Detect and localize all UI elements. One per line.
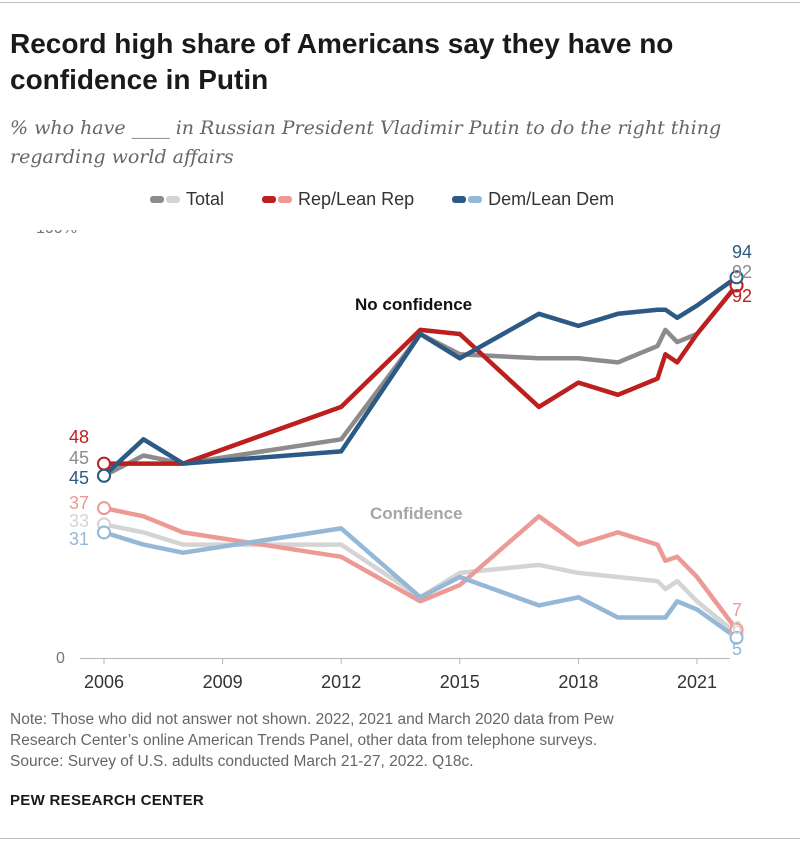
y-axis-label-100: 100% xyxy=(36,230,77,237)
top-rule xyxy=(0,2,800,3)
x-tick-label-2006: 2006 xyxy=(84,672,124,692)
subtitle-line-2: regarding world affairs xyxy=(10,146,234,168)
legend-item-total: Total xyxy=(150,189,224,210)
legend-item-dem: Dem/Lean Dem xyxy=(452,189,614,210)
no-confidence-total-end-label: 92 xyxy=(732,262,752,282)
no-confidence-dem-lean-dem-start-marker xyxy=(97,468,111,483)
x-tick-label-2021: 2021 xyxy=(677,672,717,692)
legend-label-dem: Dem/Lean Dem xyxy=(488,188,615,209)
confidence-rep-lean-rep-start-label: 37 xyxy=(69,493,89,513)
note-line-2: Research Center’s online American Trends… xyxy=(10,732,598,749)
confidence-dem-lean-dem-start-marker xyxy=(97,525,111,540)
no-confidence-total-start-label: 45 xyxy=(69,448,89,468)
annotation-confidence: Confidence xyxy=(370,504,463,523)
legend-label-rep: Rep/Lean Rep xyxy=(298,188,415,209)
chart-title: Record high share of Americans say they … xyxy=(10,28,674,95)
chart-subtitle: % who have ____ in Russian President Vla… xyxy=(10,114,790,172)
annotation-no-confidence: No confidence xyxy=(355,295,472,314)
confidence-dem-lean-dem-line xyxy=(101,526,739,641)
confidence-total-start-label: 33 xyxy=(69,511,89,531)
subtitle-line-1: % who have ____ in Russian President Vla… xyxy=(10,117,722,139)
x-tick-label-2012: 2012 xyxy=(321,672,361,692)
legend-swatch-dem-light xyxy=(468,195,483,203)
x-tick-label-2009: 2009 xyxy=(203,672,243,692)
no-confidence-rep-lean-rep-line xyxy=(101,283,739,466)
legend-swatch-rep-dark xyxy=(262,195,277,203)
source-organization: PEW RESEARCH CENTER xyxy=(10,792,205,809)
bottom-rule xyxy=(0,838,800,839)
legend-swatch-total-light xyxy=(166,195,180,203)
confidence-dem-lean-dem-start-label: 31 xyxy=(69,529,89,549)
no-confidence-dem-lean-dem-end-marker xyxy=(729,270,744,285)
axis-layer xyxy=(80,658,730,664)
no-confidence-rep-lean-rep-start-label: 48 xyxy=(69,427,89,447)
confidence-rep-lean-rep-start-marker xyxy=(97,501,111,516)
no-confidence-rep-lean-rep-start-marker xyxy=(97,456,111,471)
note-line-1: Note: Those who did not answer not shown… xyxy=(10,711,614,728)
legend-swatch-total-dark xyxy=(150,195,164,203)
legend-swatch-rep-light xyxy=(278,195,293,203)
end-markers xyxy=(97,270,744,645)
series-lines xyxy=(101,275,739,641)
no-confidence-dem-lean-dem-line xyxy=(101,275,739,479)
note-line-3: Source: Survey of U.S. adults conducted … xyxy=(10,753,474,770)
confidence-dem-lean-dem-end-marker xyxy=(729,630,744,645)
confidence-total-line xyxy=(101,522,739,636)
confidence-rep-lean-rep-line xyxy=(101,505,739,632)
chart-legend: Total Rep/Lean Rep Dem/Lean Dem xyxy=(150,186,652,212)
chart-labels: 100%020062009201220152018202148454537333… xyxy=(36,230,752,692)
confidence-rep-lean-rep-end-label: 7 xyxy=(732,600,742,620)
legend-label-total: Total xyxy=(186,188,225,209)
confidence-total-end-label: 6 xyxy=(732,618,742,638)
legend-item-rep: Rep/Lean Rep xyxy=(262,189,414,210)
no-confidence-dem-lean-dem-end-label: 94 xyxy=(732,242,752,262)
confidence-dem-lean-dem-end-label: 5 xyxy=(732,639,742,659)
x-tick-label-2015: 2015 xyxy=(440,672,480,692)
x-tick-label-2018: 2018 xyxy=(558,672,598,692)
no-confidence-rep-lean-rep-end-label: 92 xyxy=(732,286,752,306)
chart-note: Note: Those who did not answer not shown… xyxy=(10,709,790,772)
line-chart: 100%020062009201220152018202148454537333… xyxy=(36,230,752,692)
legend-swatch-dem-dark xyxy=(452,195,467,203)
no-confidence-dem-lean-dem-start-label: 45 xyxy=(69,468,89,488)
y-axis-label-0: 0 xyxy=(56,650,65,667)
